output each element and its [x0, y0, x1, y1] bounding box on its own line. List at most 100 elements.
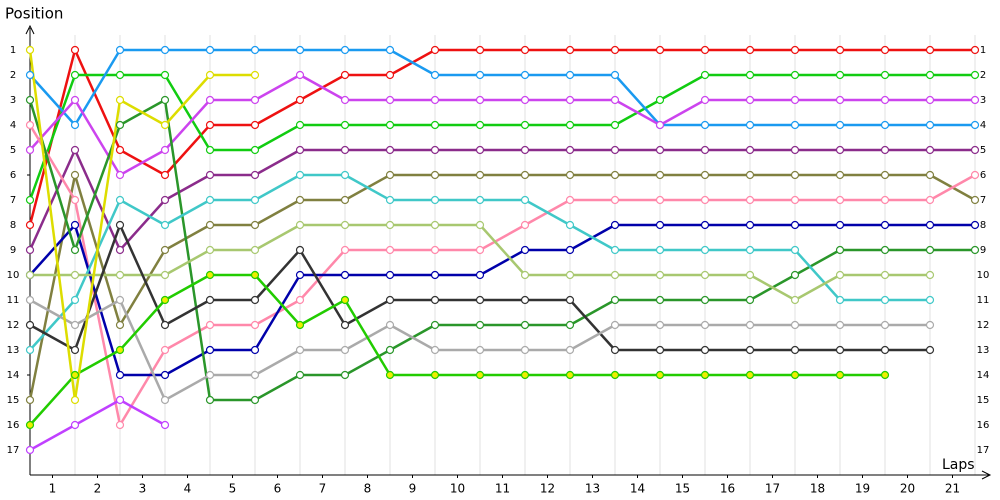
- point: [880, 195, 890, 205]
- y-tick-label-right: 6: [980, 170, 986, 181]
- point: [475, 220, 485, 230]
- point: [340, 345, 350, 355]
- point: [250, 320, 260, 330]
- point: [745, 320, 755, 330]
- point: [250, 270, 260, 280]
- point: [115, 395, 125, 405]
- point: [70, 295, 80, 305]
- point: [430, 295, 440, 305]
- y-tick-label-right: 1: [980, 45, 986, 56]
- point: [565, 170, 575, 180]
- point: [25, 420, 35, 430]
- point: [25, 120, 35, 130]
- point: [205, 170, 215, 180]
- point: [655, 270, 665, 280]
- point: [115, 420, 125, 430]
- point: [385, 295, 395, 305]
- point: [430, 145, 440, 155]
- point: [565, 70, 575, 80]
- point: [70, 370, 80, 380]
- point: [160, 345, 170, 355]
- point: [700, 320, 710, 330]
- point: [790, 320, 800, 330]
- point: [970, 45, 980, 55]
- point: [340, 295, 350, 305]
- point: [475, 370, 485, 380]
- point: [160, 45, 170, 55]
- point: [835, 170, 845, 180]
- point: [835, 95, 845, 105]
- point: [835, 145, 845, 155]
- y-tick-label: 11: [7, 295, 20, 306]
- point: [880, 70, 890, 80]
- point: [340, 120, 350, 130]
- point: [70, 320, 80, 330]
- point: [520, 270, 530, 280]
- point: [970, 245, 980, 255]
- point: [295, 145, 305, 155]
- y-tick-label-right: 5: [980, 145, 986, 156]
- point: [790, 370, 800, 380]
- point: [160, 145, 170, 155]
- point: [295, 295, 305, 305]
- point: [385, 270, 395, 280]
- y-tick-label-right: 10: [977, 270, 990, 281]
- point: [745, 295, 755, 305]
- point: [160, 245, 170, 255]
- point: [25, 345, 35, 355]
- point: [25, 445, 35, 455]
- point: [430, 370, 440, 380]
- series-line: [29, 273, 885, 426]
- point: [520, 170, 530, 180]
- point: [835, 245, 845, 255]
- y-tick-label: 3: [10, 95, 16, 106]
- point: [700, 270, 710, 280]
- y-tick-label-right: 9: [980, 245, 986, 256]
- point: [565, 195, 575, 205]
- point: [475, 345, 485, 355]
- point: [205, 45, 215, 55]
- point: [970, 120, 980, 130]
- y-tick-label: 10: [7, 270, 20, 281]
- point: [520, 95, 530, 105]
- series-line: [28, 98, 975, 402]
- x-tick-label: 3: [139, 482, 147, 496]
- point: [610, 145, 620, 155]
- point: [565, 120, 575, 130]
- point: [340, 245, 350, 255]
- y-axis-arrow: [25, 24, 35, 35]
- point: [610, 270, 620, 280]
- point: [520, 45, 530, 55]
- point: [565, 245, 575, 255]
- point: [205, 95, 215, 105]
- point: [430, 95, 440, 105]
- x-tick-label: 4: [184, 482, 192, 496]
- point: [565, 370, 575, 380]
- point: [385, 345, 395, 355]
- point: [475, 295, 485, 305]
- point: [295, 95, 305, 105]
- point: [205, 245, 215, 255]
- point: [295, 45, 305, 55]
- point: [835, 320, 845, 330]
- y-tick-label: 8: [10, 220, 16, 231]
- point: [115, 245, 125, 255]
- point: [430, 245, 440, 255]
- y-tick-label: 7: [10, 195, 16, 206]
- point: [655, 320, 665, 330]
- point: [565, 270, 575, 280]
- x-tick-label: 11: [495, 482, 510, 496]
- point: [250, 370, 260, 380]
- point: [520, 370, 530, 380]
- point: [340, 370, 350, 380]
- point: [610, 295, 620, 305]
- y-tick-label: 16: [7, 420, 20, 431]
- point: [565, 95, 575, 105]
- point: [115, 145, 125, 155]
- x-tick-label: 7: [319, 482, 327, 496]
- point: [115, 170, 125, 180]
- y-tick-label: 17: [7, 445, 20, 456]
- point: [970, 70, 980, 80]
- y-tick-label-right: 8: [980, 220, 986, 231]
